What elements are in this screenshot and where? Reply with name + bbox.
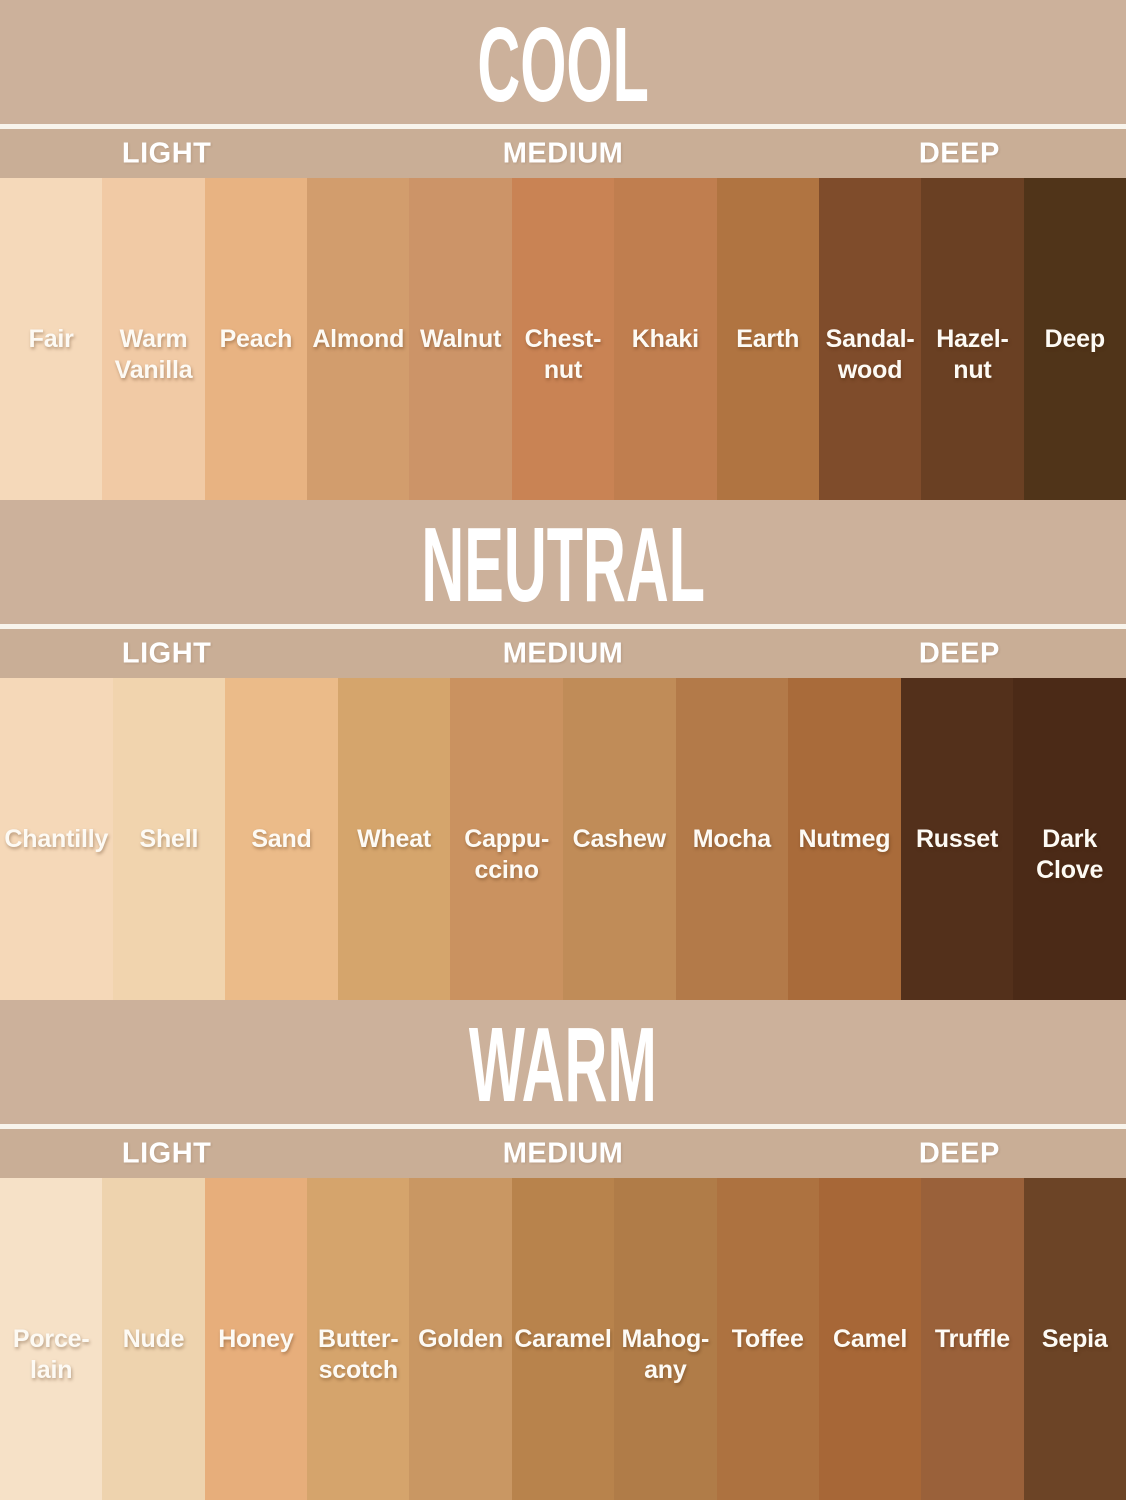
depth-band-cool: LIGHT MEDIUM DEEP [0, 129, 1126, 178]
swatch-label-sandal-wood: Sandal- wood [825, 325, 915, 384]
swatch-cashew: Cashew [562, 678, 676, 1000]
swatch-almond: Almond [307, 178, 410, 500]
swatch-toffee: Toffee [716, 1178, 819, 1500]
depth-label-light: LIGHT [121, 637, 212, 669]
swatch-label-peach: Peach [219, 325, 293, 353]
swatch-deep: Deep [1023, 178, 1126, 500]
swatch-row-neutral: Chantilly Shell Sand Wheat Cappu- ccino Cashe… [0, 678, 1126, 1000]
swatch-peach: Peach [204, 178, 308, 500]
swatch-khaki: Khaki [614, 178, 717, 500]
swatch-label-chantilly: Chantilly [4, 825, 109, 853]
swatch-label-chest-nut: Chest- nut [524, 325, 602, 384]
swatch-label-golden: Golden [418, 1325, 504, 1353]
swatch-label-almond: Almond [312, 325, 405, 353]
depth-label-light: LIGHT [121, 1137, 212, 1169]
section-title-cool: COOL [477, 6, 649, 124]
depth-label-deep: DEEP [918, 1137, 1000, 1169]
section-cool: COOL LIGHT MEDIUM DEEP Fair Warm Vanilla Peach… [0, 0, 1126, 500]
swatch-label-warm-vanilla: Warm Vanilla [114, 325, 193, 384]
section-banner-warm: WARM [0, 1000, 1126, 1124]
swatch-label-butter-scotch: Butter- scotch [317, 1325, 399, 1384]
swatch-shell: Shell [112, 678, 226, 1000]
swatch-row-cool: Fair Warm Vanilla Peach Almond Walnut Chest- … [0, 178, 1126, 500]
section-neutral: NEUTRAL LIGHT MEDIUM DEEP Chantilly Shell Sand… [0, 500, 1126, 1000]
swatch-label-khaki: Khaki [631, 325, 699, 353]
swatch-chest-nut: Chest- nut [511, 178, 615, 500]
swatch-sand: Sand [225, 678, 338, 1000]
swatch-mahog-any: Mahog- any [614, 1178, 717, 1500]
swatch-label-deep: Deep [1044, 325, 1106, 353]
swatch-butter-scotch: Butter- scotch [307, 1178, 410, 1500]
depth-label-medium: MEDIUM [502, 1137, 624, 1169]
depth-label-medium: MEDIUM [502, 637, 624, 669]
section-divider [0, 124, 1126, 129]
swatch-chantilly: Chantilly [0, 678, 113, 1000]
swatch-label-hazel-nut: Hazel- nut [936, 325, 1009, 384]
swatch-label-fair: Fair [28, 325, 74, 353]
depth-band-warm: LIGHT MEDIUM DEEP [0, 1129, 1126, 1178]
swatch-label-camel: Camel [833, 1325, 908, 1353]
swatch-label-mahog-any: Mahog- any [621, 1325, 710, 1384]
swatch-golden: Golden [409, 1178, 512, 1500]
swatch-nude: Nude [102, 1178, 205, 1500]
swatch-warm-vanilla: Warm Vanilla [102, 178, 205, 500]
swatch-label-sand: Sand [251, 825, 312, 853]
swatch-fair: Fair [0, 178, 103, 500]
swatch-label-cappu-ccino: Cappu- ccino [464, 825, 550, 884]
swatch-hazel-nut: Hazel- nut [921, 178, 1024, 500]
depth-band-neutral: LIGHT MEDIUM DEEP [0, 629, 1126, 678]
swatch-label-wheat: Wheat [357, 825, 432, 853]
swatch-cappu-ccino: Cappu- ccino [450, 678, 563, 1000]
section-divider [0, 1124, 1126, 1129]
section-warm: WARM LIGHT MEDIUM DEEP Porce- lain Nude Honey B… [0, 1000, 1126, 1500]
swatch-label-mocha: Mocha [692, 825, 771, 853]
swatch-earth: Earth [716, 178, 819, 500]
swatch-label-toffee: Toffee [731, 1325, 804, 1353]
swatch-label-nude: Nude [122, 1325, 185, 1353]
swatch-label-dark-clove: Dark Clove [1036, 825, 1104, 884]
swatch-label-earth: Earth [736, 325, 800, 353]
swatch-sandal-wood: Sandal- wood [818, 178, 922, 500]
swatch-sepia: Sepia [1023, 1178, 1126, 1500]
swatch-label-caramel: Caramel [514, 1325, 612, 1353]
depth-label-light: LIGHT [121, 137, 212, 169]
depth-label-medium: MEDIUM [502, 137, 624, 169]
swatch-nutmeg: Nutmeg [788, 678, 901, 1000]
section-banner-neutral: NEUTRAL [0, 500, 1126, 624]
swatch-label-shell: Shell [139, 825, 199, 853]
swatch-label-truffle: Truffle [934, 1325, 1010, 1353]
swatch-label-russet: Russet [915, 825, 999, 853]
section-banner-cool: COOL [0, 0, 1126, 124]
swatch-camel: Camel [818, 1178, 922, 1500]
depth-label-deep: DEEP [918, 637, 1000, 669]
swatch-russet: Russet [900, 678, 1014, 1000]
section-divider [0, 624, 1126, 629]
swatch-walnut: Walnut [409, 178, 512, 500]
swatch-label-cashew: Cashew [572, 825, 666, 853]
swatch-wheat: Wheat [337, 678, 451, 1000]
swatch-caramel: Caramel [511, 1178, 615, 1500]
swatch-porce-lain: Porce- lain [0, 1178, 103, 1500]
swatch-label-walnut: Walnut [420, 325, 502, 353]
section-title-warm: WARM [469, 1006, 657, 1124]
swatch-label-sepia: Sepia [1041, 1325, 1108, 1353]
swatch-mocha: Mocha [675, 678, 789, 1000]
swatch-label-porce-lain: Porce- lain [12, 1325, 90, 1384]
swatch-honey: Honey [204, 1178, 308, 1500]
swatch-truffle: Truffle [921, 1178, 1024, 1500]
section-title-neutral: NEUTRAL [421, 506, 705, 624]
swatch-label-honey: Honey [218, 1325, 294, 1353]
swatch-row-warm: Porce- lain Nude Honey Butter- scotch Golden… [0, 1178, 1126, 1500]
swatch-dark-clove: Dark Clove [1013, 678, 1126, 1000]
depth-label-deep: DEEP [918, 137, 1000, 169]
swatch-label-nutmeg: Nutmeg [798, 825, 891, 853]
